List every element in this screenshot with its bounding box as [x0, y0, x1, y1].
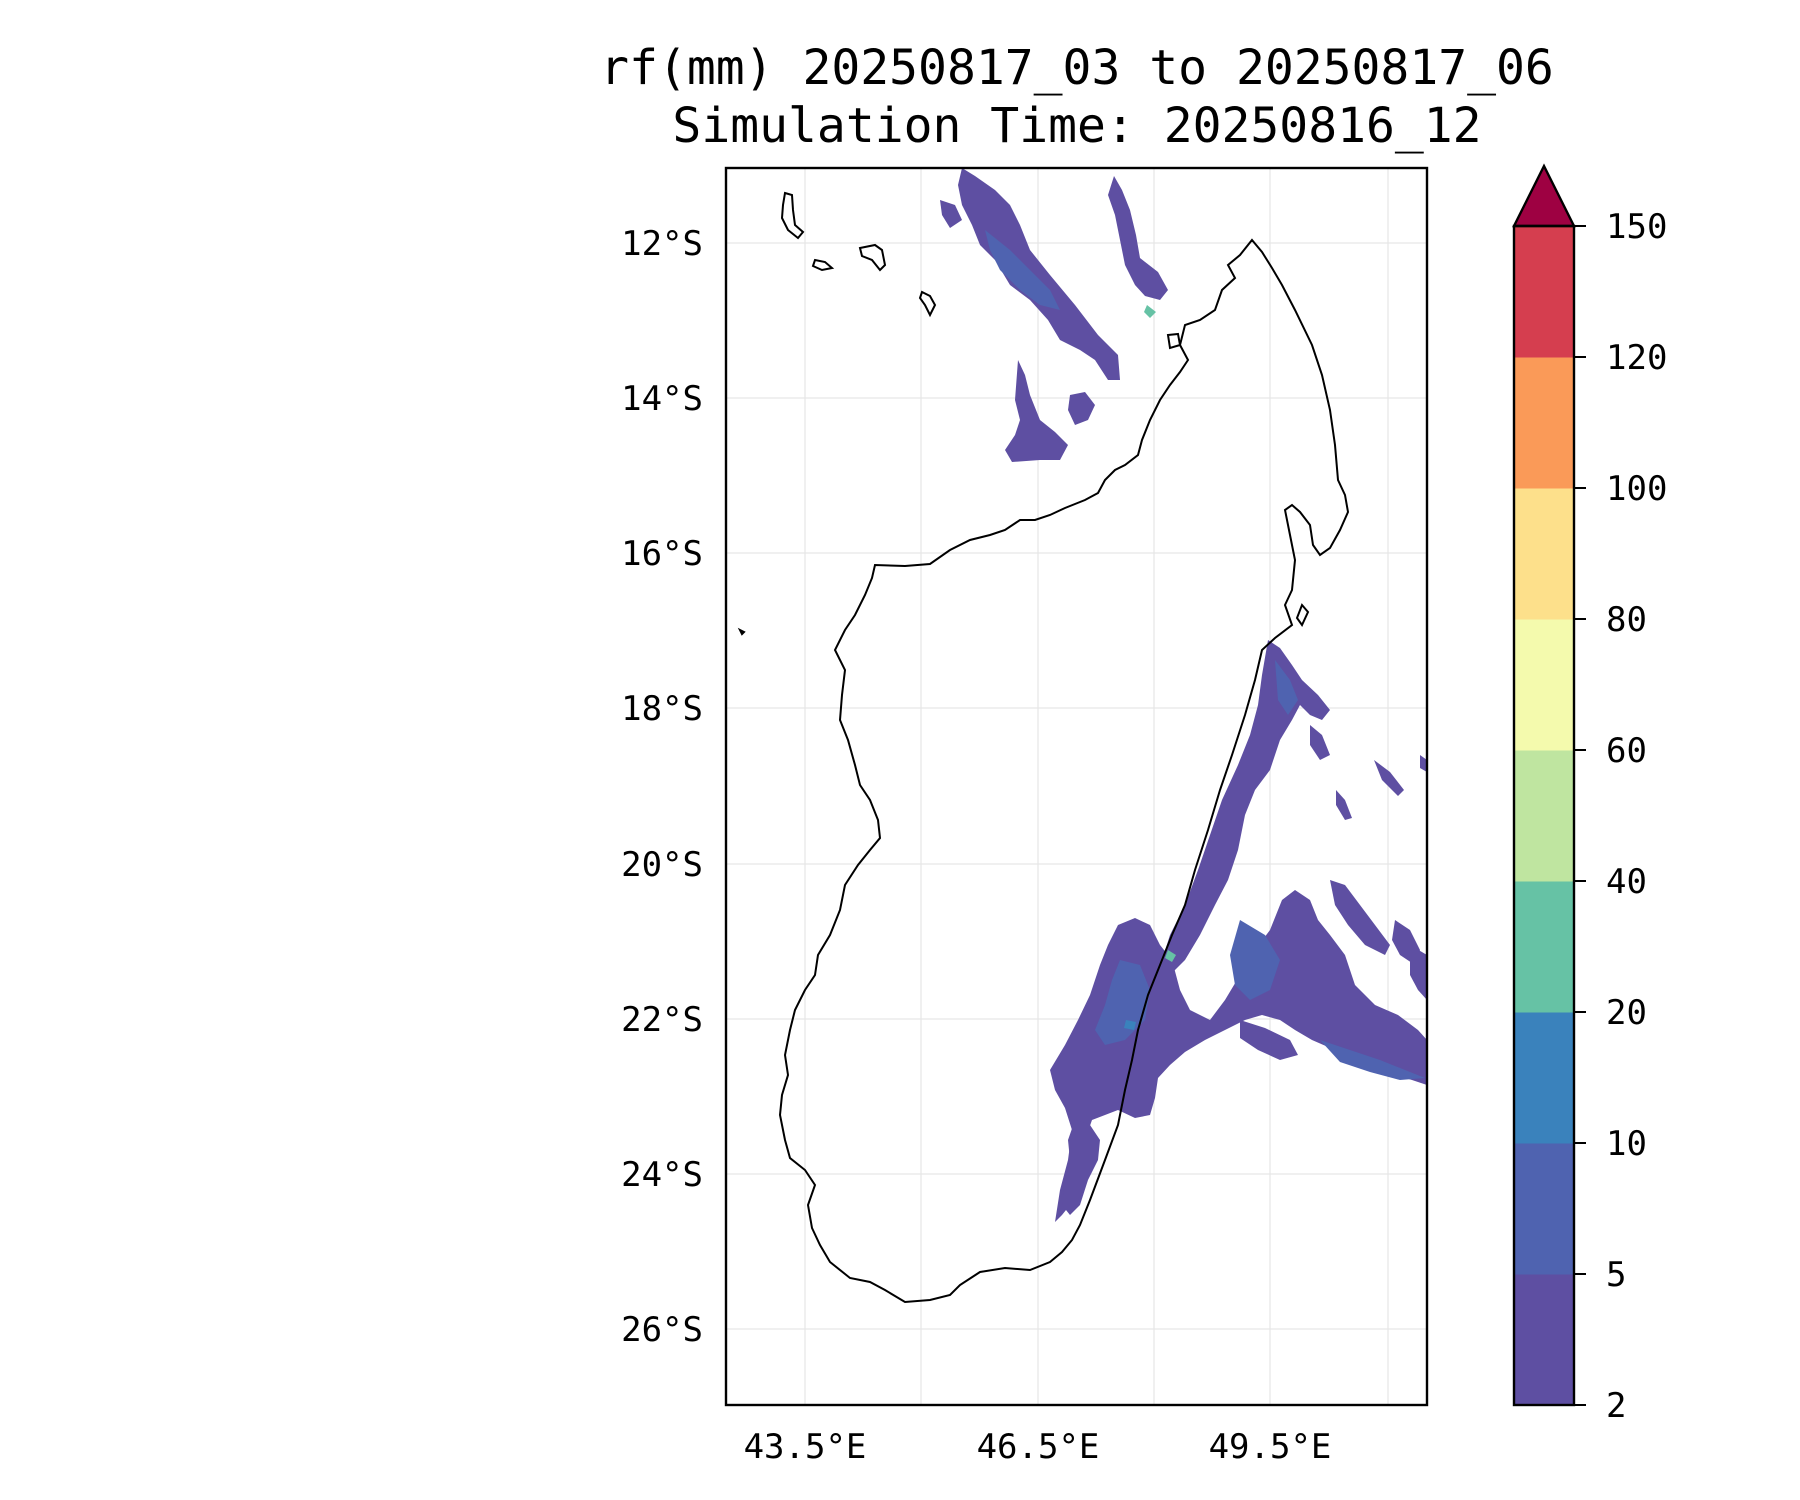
lon-tick-label: 49.5°E [1209, 1427, 1332, 1467]
lat-tick-label: 12°S [621, 224, 703, 264]
lat-tick-label: 16°S [621, 534, 703, 574]
colorbar-band [1514, 226, 1574, 358]
rain-patch-offshore-2 [1336, 790, 1352, 820]
rain-patch-south-main [1050, 890, 1427, 1222]
rain-patch-north-5 [1068, 392, 1095, 425]
coastline [737, 191, 1350, 1304]
colorbar-label: 120 [1606, 338, 1667, 378]
colorbar-bands [1512, 163, 1576, 1406]
lon-axis: 43.5°E 46.5°E 49.5°E [744, 1427, 1332, 1467]
coastline-comoros-2 [811, 258, 835, 272]
coastline-mayotte [918, 290, 937, 318]
map-frame [724, 166, 1429, 1407]
colorbar-label: 20 [1606, 993, 1647, 1033]
colorbar-label: 5 [1606, 1255, 1626, 1295]
colorbar-label: 80 [1606, 600, 1647, 640]
colorbar-band [1514, 357, 1574, 489]
rain-patch-south-main-b [1095, 960, 1150, 1045]
lat-tick-label: 22°S [621, 1000, 703, 1040]
lat-tick-label: 18°S [621, 689, 703, 729]
colorbar-label: 40 [1606, 862, 1647, 902]
map-gridlines [726, 168, 1427, 1405]
rain-patch-offshore-3 [1374, 760, 1404, 796]
rain-patch-east-coast-b [1275, 660, 1298, 715]
rain-patch-south-east-4 [1240, 1020, 1298, 1060]
colorbar: 2 5 10 20 40 60 80 100 120 150 [1512, 163, 1667, 1426]
rain-patch-south-east-3 [1410, 945, 1427, 1000]
colorbar-labels: 2 5 10 20 40 60 80 100 120 150 [1606, 207, 1667, 1426]
lon-tick-label: 46.5°E [977, 1427, 1100, 1467]
rain-patch-hot-3 [1124, 1020, 1136, 1030]
colorbar-band [1514, 619, 1574, 751]
rain-patch-south-main-d [1320, 1040, 1425, 1080]
rain-patch-south-east-1 [1330, 880, 1390, 955]
rain-patch-north-1 [958, 168, 1120, 380]
colorbar-band [1514, 1274, 1574, 1406]
rain-patch-north-4 [1005, 360, 1068, 462]
rain-patch-hot-1 [1144, 305, 1156, 318]
colorbar-label: 150 [1606, 207, 1667, 247]
coastline-small-1 [737, 627, 746, 636]
colorbar-extend-arrow [1512, 163, 1576, 228]
lat-tick-label: 14°S [621, 379, 703, 419]
colorbar-label: 100 [1606, 469, 1667, 509]
colorbar-band [1514, 488, 1574, 620]
colorbar-ticks [1574, 225, 1586, 1406]
rain-patch-south-tail [1062, 1120, 1100, 1215]
coastline-nosy-be [1166, 332, 1182, 350]
rain-patch-south-main-c [1230, 920, 1280, 1000]
colorbar-label: 10 [1606, 1124, 1647, 1164]
lon-tick-label: 43.5°E [744, 1427, 867, 1467]
rainfall-contours [940, 168, 1427, 1222]
lat-tick-label: 26°S [621, 1310, 703, 1350]
colorbar-band [1514, 750, 1574, 882]
rain-patch-north-2 [1108, 176, 1168, 300]
lat-tick-label: 20°S [621, 845, 703, 885]
rain-patch-offshore-4 [1420, 755, 1427, 772]
rain-patch-north-3 [940, 200, 962, 228]
colorbar-band [1514, 1012, 1574, 1144]
colorbar-label: 2 [1606, 1386, 1626, 1426]
colorbar-band [1514, 1143, 1574, 1275]
rain-patch-hot-2 [1165, 950, 1176, 962]
rain-patch-offshore-1 [1310, 725, 1330, 760]
lat-tick-label: 24°S [621, 1155, 703, 1195]
coastline-sainte-marie [1295, 603, 1310, 627]
chart-subtitle: Simulation Time: 20250816_12 [672, 98, 1482, 154]
rain-patch-east-coast [1162, 640, 1330, 975]
colorbar-frame [1512, 224, 1576, 1407]
coastline-comoros-3 [858, 243, 887, 272]
rain-patch-north-1b [985, 230, 1060, 310]
coastline-comoros-1 [780, 191, 805, 240]
lat-axis: 12°S 14°S 16°S 18°S 20°S 22°S 24°S 26°S [621, 224, 703, 1350]
coastline-madagascar [778, 238, 1350, 1304]
colorbar-band [1514, 881, 1574, 1013]
chart-title: rf(mm) 20250817_03 to 20250817_06 [600, 40, 1554, 96]
colorbar-label: 60 [1606, 731, 1647, 771]
